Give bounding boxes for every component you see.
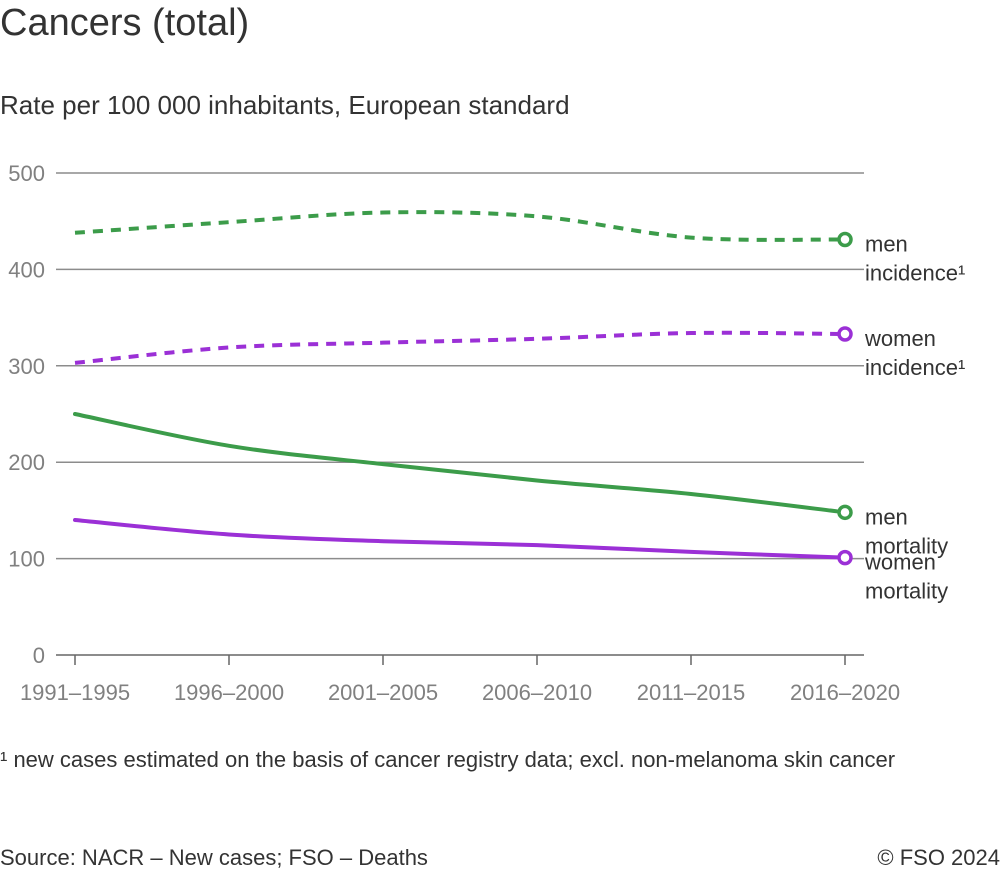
source-note: Source: NACR – New cases; FSO – Deaths — [0, 845, 428, 870]
x-tick-label: 2016–2020 — [790, 680, 900, 705]
x-tick-label: 2011–2015 — [637, 680, 746, 705]
x-tick-label: 2001–2005 — [328, 680, 438, 705]
x-tick-label: 1996–2000 — [174, 680, 284, 705]
series-label-women-incidence: women incidence¹ — [864, 326, 965, 380]
series-line-men-mortality — [73, 412, 847, 515]
y-tick-label: 100 — [8, 547, 45, 572]
end-point-marker — [837, 504, 853, 521]
copyright-note: © FSO 2024 — [877, 845, 1000, 870]
series-label-men-mortality: men mortality — [865, 504, 948, 558]
y-tick-label: 0 — [33, 643, 45, 668]
x-tick-label: 1991–1995 — [20, 680, 130, 705]
series-label-men-incidence: men incidence¹ — [865, 232, 965, 286]
series-line-women-mortality — [73, 518, 847, 560]
x-tick-label: 2006–2010 — [482, 680, 592, 705]
end-point-marker — [837, 231, 853, 248]
chart-title: Cancers (total) — [0, 2, 250, 44]
y-tick-label: 300 — [8, 354, 45, 379]
y-tick-label: 400 — [8, 257, 45, 282]
chart-subtitle: Rate per 100 000 inhabitants, European s… — [0, 90, 570, 120]
footnote: ¹ new cases estimated on the basis of ca… — [0, 747, 896, 772]
series-line-women-incidence — [74, 330, 846, 365]
line-chart: 0 100 200 300 400 500 1991–1995 1996–2000 2001–… — [8, 161, 965, 705]
series-line-men-incidence — [74, 210, 846, 242]
series-label-women-mortality: women mortality — [864, 550, 948, 604]
y-tick-label: 500 — [8, 161, 45, 186]
y-tick-label: 200 — [8, 450, 45, 475]
end-point-marker — [837, 549, 853, 566]
end-point-marker — [837, 326, 853, 342]
